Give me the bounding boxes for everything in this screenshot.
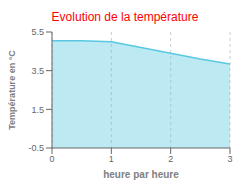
html-text:Evolution de la température: Evolution de la température (51, 10, 199, 24)
svg-text:0: 0 (49, 154, 54, 164)
svg-text:-0.5: -0.5 (28, 143, 44, 153)
svg-text:Température en °C: Température en °C (8, 50, 17, 130)
svg-text:1: 1 (109, 154, 114, 164)
svg-text:heure par heure: heure par heure (103, 169, 179, 180)
svg-text:3: 3 (227, 154, 232, 164)
svg-text:2: 2 (168, 154, 173, 164)
svg-text:1.5: 1.5 (31, 105, 44, 115)
svg-text:3.5: 3.5 (31, 66, 44, 76)
svg-text:5.5: 5.5 (31, 27, 44, 37)
